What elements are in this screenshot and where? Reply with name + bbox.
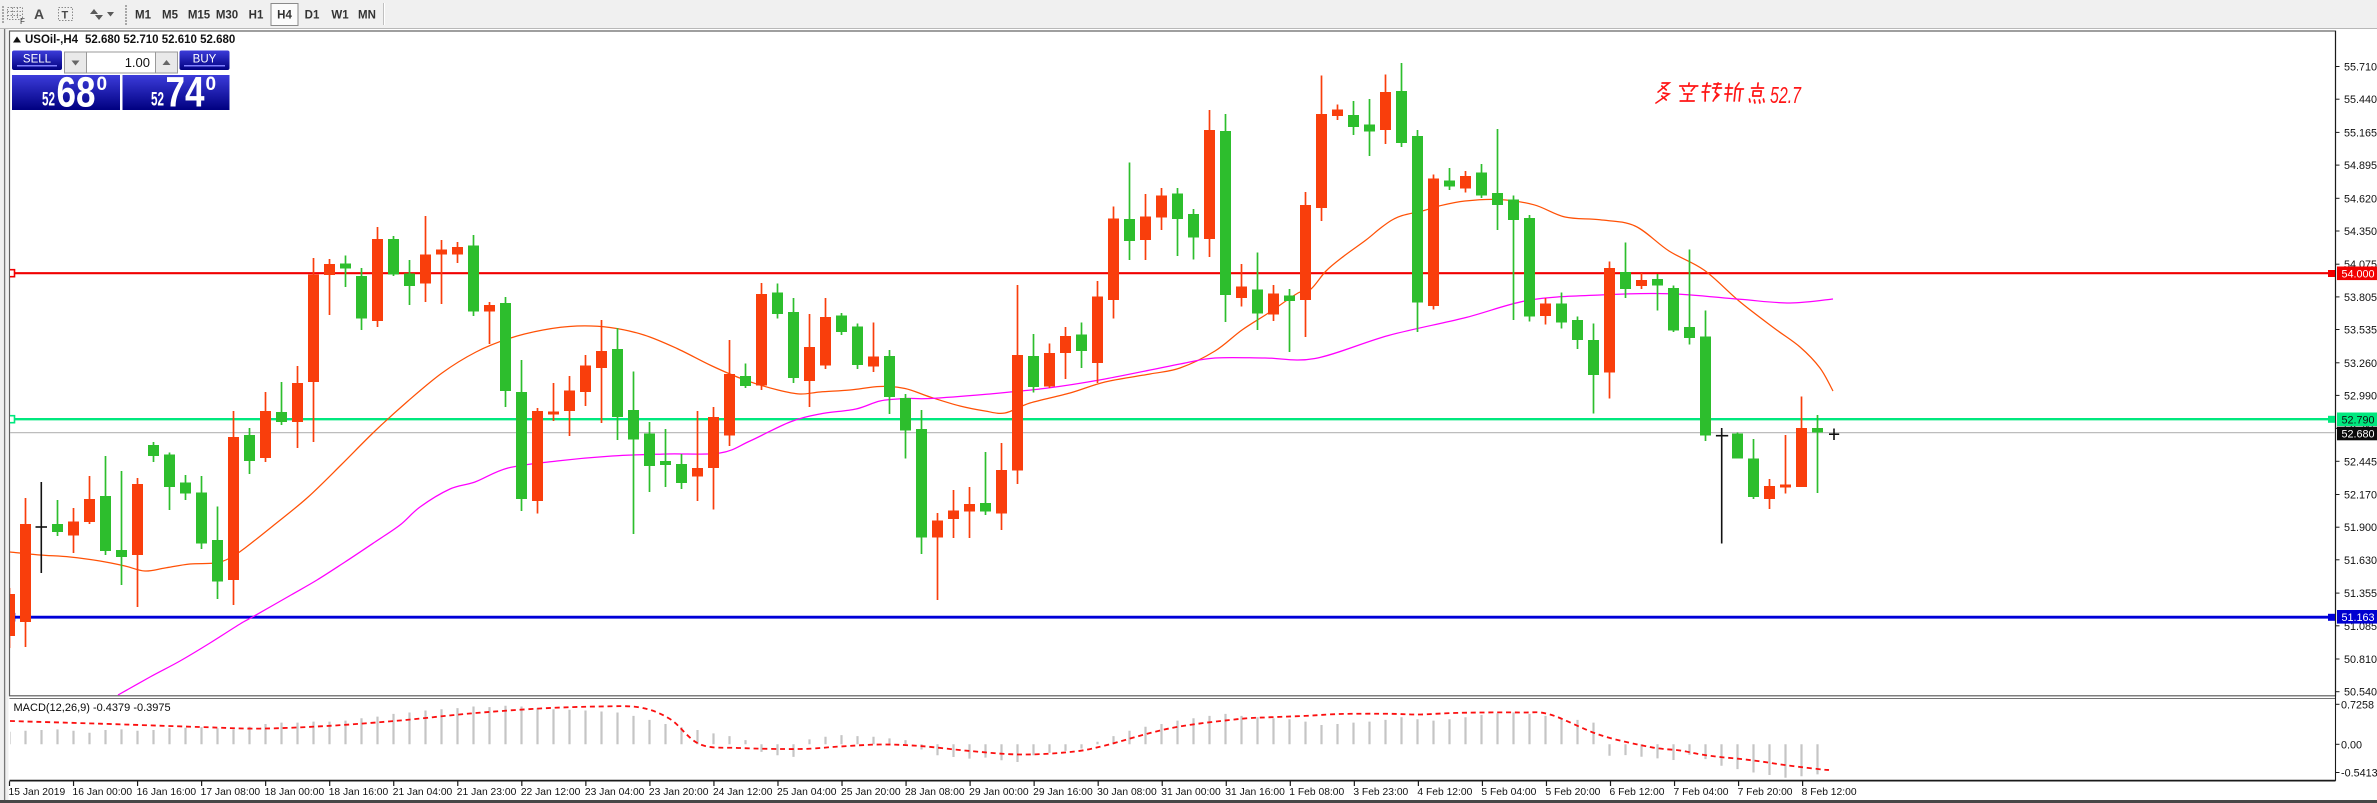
svg-text:52.790: 52.790 [2342,414,2375,426]
svg-text:-0.5413: -0.5413 [2341,768,2377,780]
svg-text:52.7: 52.7 [1770,82,1802,108]
svg-text:18 Jan 16:00: 18 Jan 16:00 [329,787,389,798]
svg-text:BUY: BUY [193,54,217,66]
svg-text:51.163: 51.163 [2342,612,2375,624]
svg-text:31 Jan 16:00: 31 Jan 16:00 [1225,787,1285,798]
svg-text:4 Feb 12:00: 4 Feb 12:00 [1417,787,1472,798]
svg-text:5 Feb 20:00: 5 Feb 20:00 [1545,787,1600,798]
svg-text:3 Feb 23:00: 3 Feb 23:00 [1353,787,1408,798]
svg-text:52.680 52.710 52.610 52.680: 52.680 52.710 52.610 52.680 [85,34,235,46]
svg-text:52: 52 [42,90,55,111]
svg-text:23 Jan 20:00: 23 Jan 20:00 [649,787,709,798]
svg-text:USOil-,H4: USOil-,H4 [25,34,79,46]
svg-text:H1: H1 [249,10,264,22]
svg-text:30 Jan 08:00: 30 Jan 08:00 [1097,787,1157,798]
svg-text:1 Feb 08:00: 1 Feb 08:00 [1289,787,1344,798]
svg-text:MN: MN [358,10,376,22]
svg-text:22 Jan 12:00: 22 Jan 12:00 [521,787,581,798]
svg-text:28 Jan 08:00: 28 Jan 08:00 [905,787,965,798]
svg-text:M30: M30 [216,10,238,22]
svg-text:51.085: 51.085 [2344,621,2377,633]
svg-text:0.00: 0.00 [2341,739,2362,751]
svg-text:52: 52 [151,90,164,111]
svg-text:F: F [20,17,25,26]
svg-text:51.355: 51.355 [2344,588,2377,600]
svg-text:52.170: 52.170 [2344,490,2377,502]
svg-text:SELL: SELL [23,54,52,66]
svg-text:18 Jan 00:00: 18 Jan 00:00 [265,787,325,798]
svg-text:52.990: 52.990 [2344,390,2377,402]
svg-text:21 Jan 23:00: 21 Jan 23:00 [457,787,517,798]
svg-text:M1: M1 [135,10,152,22]
svg-text:50.540: 50.540 [2344,687,2377,699]
svg-text:74: 74 [166,69,205,117]
svg-text:68: 68 [57,69,96,117]
svg-text:51.630: 51.630 [2344,555,2377,567]
svg-text:7 Feb 20:00: 7 Feb 20:00 [1738,787,1793,798]
svg-text:54.895: 54.895 [2344,160,2377,172]
svg-text:29 Jan 00:00: 29 Jan 00:00 [969,787,1029,798]
svg-text:6 Feb 12:00: 6 Feb 12:00 [1610,787,1665,798]
svg-text:8 Feb 12:00: 8 Feb 12:00 [1802,787,1857,798]
svg-text:M15: M15 [188,10,211,22]
svg-text:17 Jan 08:00: 17 Jan 08:00 [201,787,261,798]
svg-text:51.900: 51.900 [2344,522,2377,534]
svg-text:21 Jan 04:00: 21 Jan 04:00 [393,787,453,798]
svg-text:T: T [62,10,69,22]
svg-text:1.00: 1.00 [125,55,150,70]
svg-text:53.535: 53.535 [2344,325,2377,337]
svg-text:25 Jan 04:00: 25 Jan 04:00 [777,787,837,798]
svg-text:D1: D1 [305,10,320,22]
svg-text:53.260: 53.260 [2344,358,2377,370]
svg-text:0: 0 [206,74,217,95]
svg-text:54.000: 54.000 [2342,268,2375,280]
svg-text:23 Jan 04:00: 23 Jan 04:00 [585,787,645,798]
svg-text:H4: H4 [277,10,292,22]
svg-text:55.165: 55.165 [2344,127,2377,139]
svg-text:52.680: 52.680 [2342,429,2375,441]
svg-text:A: A [34,6,44,22]
svg-text:7 Feb 04:00: 7 Feb 04:00 [1674,787,1729,798]
svg-text:55.440: 55.440 [2344,94,2377,106]
svg-text:31 Jan 00:00: 31 Jan 00:00 [1161,787,1221,798]
svg-text:MACD(12,26,9) -0.4379 -0.3975: MACD(12,26,9) -0.4379 -0.3975 [14,702,171,714]
svg-text:W1: W1 [331,10,349,22]
svg-text:0: 0 [97,74,108,95]
svg-text:54.350: 54.350 [2344,226,2377,238]
svg-text:16 Jan 00:00: 16 Jan 00:00 [73,787,133,798]
svg-text:25 Jan 20:00: 25 Jan 20:00 [841,787,901,798]
svg-text:29 Jan 16:00: 29 Jan 16:00 [1033,787,1093,798]
svg-text:5 Feb 04:00: 5 Feb 04:00 [1481,787,1536,798]
svg-text:54.620: 54.620 [2344,193,2377,205]
svg-text:50.810: 50.810 [2344,654,2377,666]
svg-text:15 Jan 2019: 15 Jan 2019 [9,787,66,798]
svg-text:52.445: 52.445 [2344,456,2377,468]
svg-text:24 Jan 12:00: 24 Jan 12:00 [713,787,773,798]
svg-text:16 Jan 16:00: 16 Jan 16:00 [137,787,197,798]
svg-text:55.710: 55.710 [2344,62,2377,74]
svg-text:0.7258: 0.7258 [2341,699,2374,711]
svg-text:53.805: 53.805 [2344,292,2377,304]
svg-text:M5: M5 [162,10,179,22]
